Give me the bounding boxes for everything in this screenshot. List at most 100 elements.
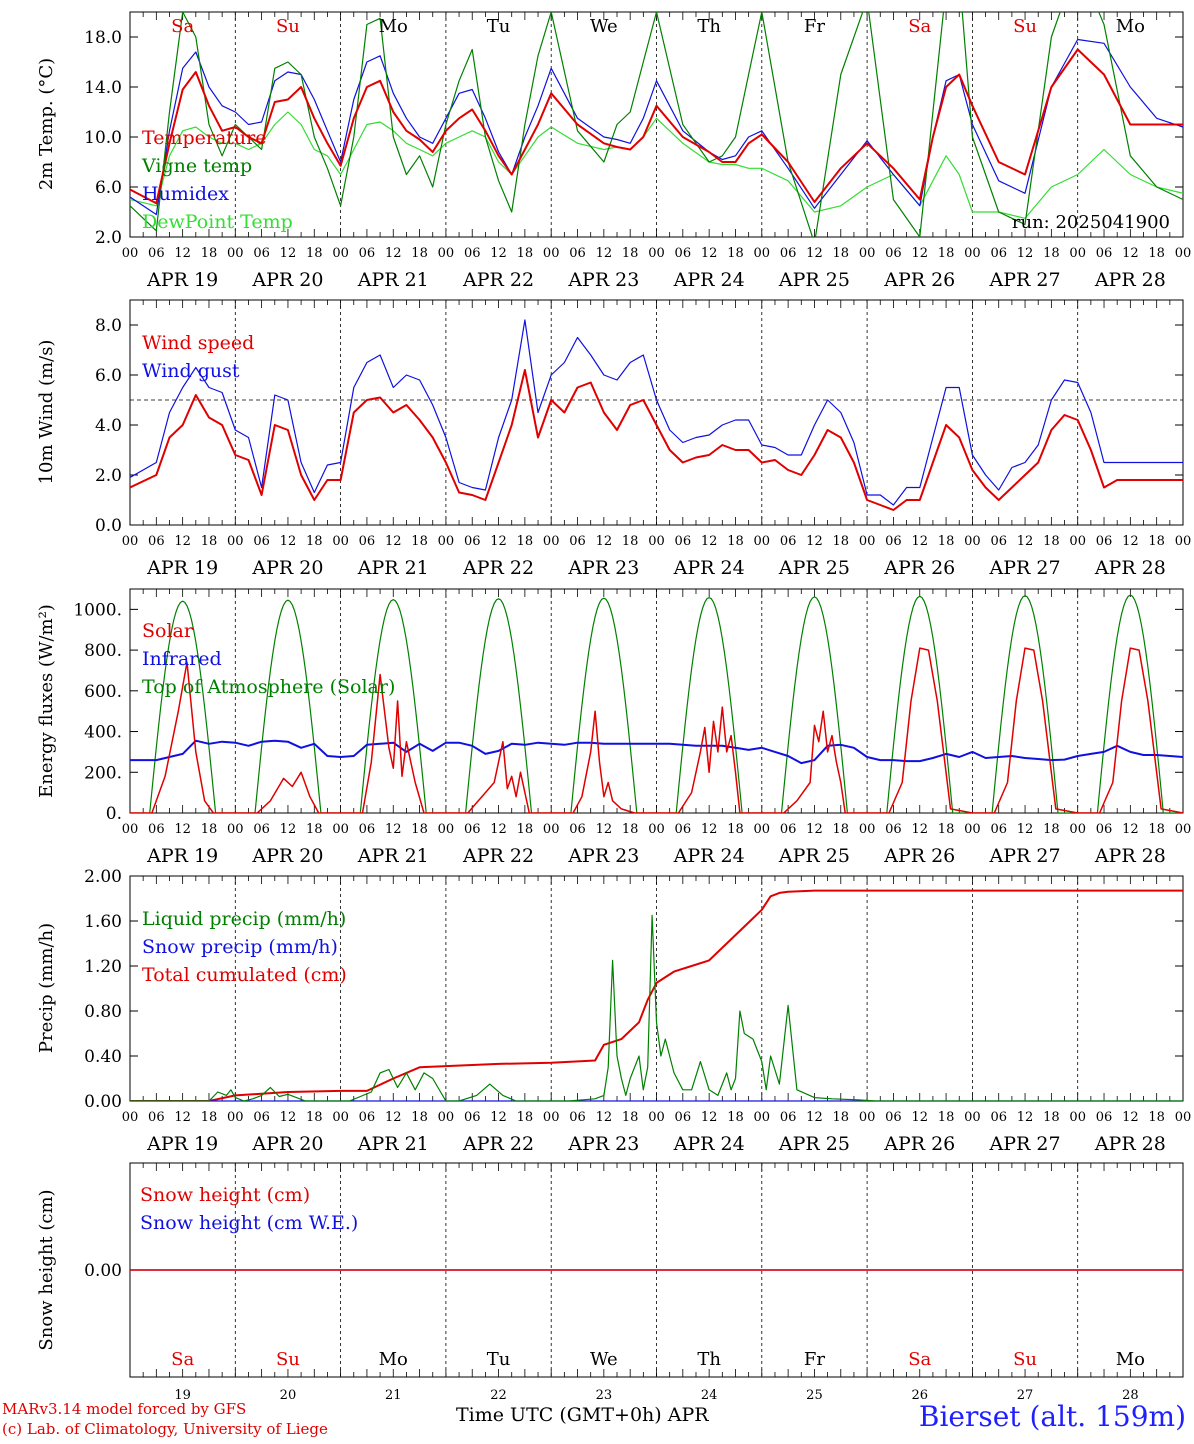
hour-tick-label: 12	[701, 822, 718, 837]
hour-tick-label: 18	[201, 246, 218, 261]
hour-tick-label: 18	[1148, 1110, 1165, 1125]
hour-tick-label: 12	[911, 534, 928, 549]
date-label: APR 24	[673, 1133, 745, 1155]
hour-tick-label: 00	[543, 246, 560, 261]
date-label: APR 26	[883, 557, 955, 579]
hour-tick-label: 00	[332, 534, 349, 549]
date-label: APR 25	[778, 845, 850, 867]
hour-tick-label: 12	[385, 246, 402, 261]
legend-entry: Liquid precip (mm/h)	[142, 908, 346, 930]
panel-frame	[129, 11, 1184, 238]
hour-tick-label: 06	[990, 1110, 1007, 1125]
hour-tick-label: 12	[1017, 246, 1034, 261]
date-label: APR 28	[1094, 269, 1166, 291]
y-tick-label: 0.80	[84, 1002, 122, 1022]
hour-tick-label: 00	[438, 534, 455, 549]
legend-entry: Vigne temp	[141, 155, 252, 177]
series-wind-speed	[130, 369, 1183, 511]
hour-tick-label: 18	[622, 246, 639, 261]
hour-tick-label: 18	[1043, 1110, 1060, 1125]
hour-tick-label: 12	[280, 1110, 297, 1125]
y-tick-label: 0.00	[84, 1261, 122, 1281]
hour-tick-label: 18	[1148, 534, 1165, 549]
legend-entry: Snow height (cm W.E.)	[140, 1212, 358, 1234]
hour-tick-label: 00	[1175, 1110, 1192, 1125]
hour-tick-label: 06	[885, 246, 902, 261]
legend-entry: Wind speed	[142, 332, 254, 354]
hour-tick-label: 06	[359, 1110, 376, 1125]
model-credit: MARv3.14 model forced by GFS	[2, 1400, 247, 1418]
day-number-label: 21	[385, 1388, 402, 1403]
series-top-of-atmosphere-solar	[130, 594, 1183, 813]
date-label: APR 21	[357, 1133, 429, 1155]
hour-tick-label: 12	[385, 1110, 402, 1125]
date-label: APR 28	[1094, 557, 1166, 579]
hour-tick-label: 06	[1096, 246, 1113, 261]
hour-tick-label: 18	[411, 1110, 428, 1125]
series-total-cumulated-cm	[130, 889, 1183, 1101]
day-number-label: 24	[701, 1388, 718, 1403]
hour-tick-label: 18	[306, 1110, 323, 1125]
date-label: APR 21	[357, 557, 429, 579]
y-tick-label: 0.40	[84, 1047, 122, 1067]
date-label: APR 26	[883, 1133, 955, 1155]
weekday-label: Th	[697, 1349, 721, 1370]
hour-tick-label: 06	[780, 1110, 797, 1125]
y-tick-label: 2.00	[84, 867, 122, 887]
hour-tick-label: 06	[569, 822, 586, 837]
hour-tick-label: 00	[754, 822, 771, 837]
x-axis-title-text: Time UTC (GMT+0h)	[456, 1404, 662, 1426]
date-label: APR 22	[462, 1133, 534, 1155]
series-infrared	[130, 739, 1183, 765]
day-number-label: 22	[490, 1388, 507, 1403]
legend-entry: Top of Atmosphere (Solar)	[142, 676, 395, 698]
y-tick-label: 10.0	[84, 128, 122, 148]
hour-tick-label: 00	[122, 1110, 139, 1125]
hour-tick-label: 00	[543, 1110, 560, 1125]
hour-tick-label: 06	[148, 822, 165, 837]
date-label: APR 23	[567, 557, 639, 579]
x-axis-month: APR	[667, 1404, 709, 1426]
date-label: APR 24	[673, 269, 745, 291]
date-label: APR 27	[989, 1133, 1061, 1155]
series-humidex	[130, 38, 1183, 216]
day-number-label: 23	[596, 1388, 613, 1403]
hour-tick-label: 12	[911, 1110, 928, 1125]
hour-tick-label: 12	[596, 534, 613, 549]
hour-tick-label: 18	[517, 822, 534, 837]
y-tick-label: 0.0	[95, 516, 122, 536]
series-wind-gust	[130, 319, 1183, 506]
station-label: Bierset (alt. 159m)	[918, 1400, 1186, 1433]
hour-tick-label: 00	[227, 246, 244, 261]
hour-tick-label: 18	[727, 534, 744, 549]
hour-tick-label: 06	[990, 246, 1007, 261]
hour-tick-label: 06	[885, 534, 902, 549]
y-tick-label: 14.0	[84, 78, 122, 98]
day-number-label: 28	[1122, 1388, 1139, 1403]
weekday-label: Sa	[908, 1349, 931, 1370]
hour-tick-label: 18	[938, 534, 955, 549]
hour-tick-label: 06	[359, 246, 376, 261]
hour-tick-label: 00	[438, 1110, 455, 1125]
hour-tick-label: 00	[332, 822, 349, 837]
y-tick-label: 1.20	[84, 957, 122, 977]
y-tick-label: 6.0	[95, 178, 122, 198]
y-tick-label: 2.0	[95, 466, 122, 486]
hour-tick-label: 12	[1122, 246, 1139, 261]
hour-tick-label: 00	[227, 534, 244, 549]
weekday-label: Su	[1013, 1349, 1037, 1370]
day-number-label: 19	[174, 1388, 191, 1403]
hour-tick-label: 12	[596, 246, 613, 261]
hour-tick-label: 18	[411, 246, 428, 261]
hour-tick-label: 00	[648, 246, 665, 261]
hour-tick-label: 06	[780, 246, 797, 261]
hour-tick-label: 12	[174, 822, 191, 837]
hour-tick-label: 06	[359, 534, 376, 549]
hour-tick-label: 06	[1096, 822, 1113, 837]
hour-tick-label: 06	[359, 822, 376, 837]
hour-tick-label: 18	[201, 822, 218, 837]
hour-tick-label: 18	[201, 1110, 218, 1125]
hour-tick-label: 12	[911, 822, 928, 837]
